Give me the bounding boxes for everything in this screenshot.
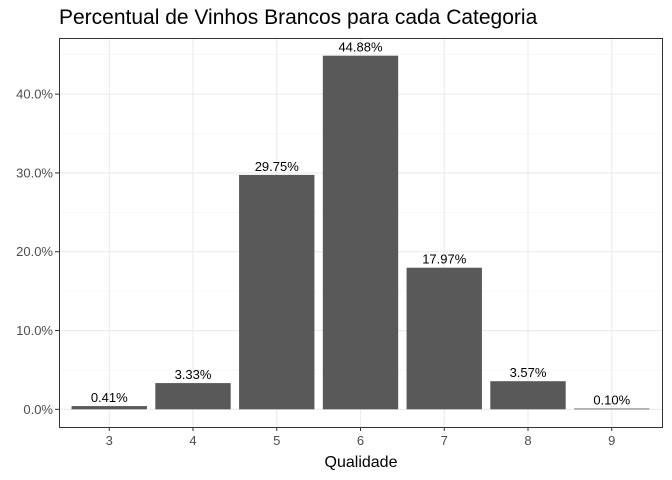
data-label-4: 3.33% [175, 367, 212, 382]
x-tick-label: 3 [106, 433, 113, 448]
bar-5 [239, 174, 315, 410]
bar-3 [71, 406, 147, 410]
chart-title: Percentual de Vinhos Brancos para cada C… [59, 6, 538, 29]
x-tick-label: 9 [608, 433, 615, 448]
bar-7 [406, 267, 482, 410]
data-label-7: 17.97% [422, 252, 467, 267]
x-axis-title: Qualidade [325, 454, 398, 471]
bar-4 [155, 383, 231, 410]
data-label-5: 29.75% [255, 159, 300, 174]
x-tick-label: 8 [524, 433, 531, 448]
x-tick-label: 4 [189, 433, 196, 448]
data-label-6: 44.88% [338, 40, 383, 55]
y-tick-label: 10.0% [16, 323, 53, 338]
bars [71, 55, 650, 410]
y-tick-label: 40.0% [16, 87, 53, 102]
y-tick-label: 20.0% [16, 244, 53, 259]
bar-8 [490, 381, 566, 410]
y-axis: 0.0% 10.0% 20.0% 30.0% 40.0% [16, 87, 59, 417]
x-tick-label: 7 [441, 433, 448, 448]
x-tick-label: 6 [357, 433, 364, 448]
data-label-8: 3.57% [510, 365, 547, 380]
data-label-3: 0.41% [91, 390, 128, 405]
y-tick-label: 0.0% [23, 402, 53, 417]
y-tick-label: 30.0% [16, 165, 53, 180]
x-axis: 3 4 5 6 7 8 9 [106, 427, 615, 448]
bar-9 [574, 408, 650, 410]
data-labels: 0.41% 3.33% 29.75% 44.88% 17.97% 3.57% 0.10% [91, 40, 631, 408]
x-tick-label: 5 [273, 433, 280, 448]
data-label-9: 0.10% [593, 393, 630, 408]
bar-6 [322, 55, 399, 410]
